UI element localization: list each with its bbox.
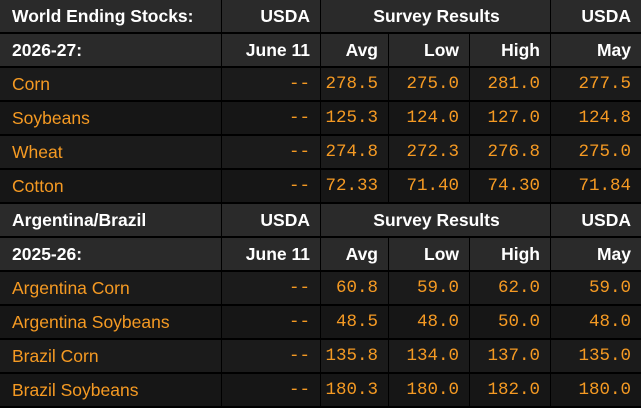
row-june-value: -- (222, 136, 321, 170)
row-avg-value: 180.3 (321, 374, 389, 408)
row-commodity-name: Soybeans (0, 102, 222, 136)
row-high-value: 276.8 (470, 136, 551, 170)
row-june-value: -- (222, 68, 321, 102)
row-june-value: -- (222, 340, 321, 374)
row-avg-value: 274.8 (321, 136, 389, 170)
usda-column-header: USDA (222, 0, 321, 34)
marketing-year-label: 2026-27: (0, 34, 222, 68)
row-low-value: 272.3 (389, 136, 470, 170)
row-commodity-name: Cotton (0, 170, 222, 204)
row-avg-value: 278.5 (321, 68, 389, 102)
high-column-header: High (470, 238, 551, 272)
avg-column-header: Avg (321, 34, 389, 68)
row-low-value: 134.0 (389, 340, 470, 374)
row-high-value: 137.0 (470, 340, 551, 374)
row-commodity-name: Wheat (0, 136, 222, 170)
june-column-header: June 11 (222, 238, 321, 272)
row-june-value: -- (222, 272, 321, 306)
row-commodity-name: Argentina Soybeans (0, 306, 222, 340)
row-low-value: 48.0 (389, 306, 470, 340)
low-column-header: Low (389, 238, 470, 272)
row-low-value: 275.0 (389, 68, 470, 102)
row-may-value: 124.8 (551, 102, 641, 136)
row-june-value: -- (222, 306, 321, 340)
row-may-value: 275.0 (551, 136, 641, 170)
row-high-value: 50.0 (470, 306, 551, 340)
row-avg-value: 48.5 (321, 306, 389, 340)
row-high-value: 62.0 (470, 272, 551, 306)
row-low-value: 124.0 (389, 102, 470, 136)
row-low-value: 71.40 (389, 170, 470, 204)
avg-column-header: Avg (321, 238, 389, 272)
row-commodity-name: Corn (0, 68, 222, 102)
section-title: World Ending Stocks: (0, 0, 222, 34)
row-low-value: 59.0 (389, 272, 470, 306)
row-may-value: 71.84 (551, 170, 641, 204)
row-high-value: 74.30 (470, 170, 551, 204)
row-may-value: 277.5 (551, 68, 641, 102)
row-low-value: 180.0 (389, 374, 470, 408)
marketing-year-label: 2025-26: (0, 238, 222, 272)
may-column-header: May (551, 238, 641, 272)
row-high-value: 182.0 (470, 374, 551, 408)
row-may-value: 48.0 (551, 306, 641, 340)
row-avg-value: 135.8 (321, 340, 389, 374)
low-column-header: Low (389, 34, 470, 68)
may-column-header: May (551, 34, 641, 68)
survey-results-header: Survey Results (321, 0, 551, 34)
row-may-value: 59.0 (551, 272, 641, 306)
june-column-header: June 11 (222, 34, 321, 68)
usda-prior-column-header: USDA (551, 204, 641, 238)
survey-results-header: Survey Results (321, 204, 551, 238)
section-title: Argentina/Brazil (0, 204, 222, 238)
row-may-value: 135.0 (551, 340, 641, 374)
row-commodity-name: Argentina Corn (0, 272, 222, 306)
row-avg-value: 72.33 (321, 170, 389, 204)
usda-prior-column-header: USDA (551, 0, 641, 34)
row-june-value: -- (222, 102, 321, 136)
high-column-header: High (470, 34, 551, 68)
usda-column-header: USDA (222, 204, 321, 238)
row-may-value: 180.0 (551, 374, 641, 408)
row-commodity-name: Brazil Corn (0, 340, 222, 374)
row-high-value: 127.0 (470, 102, 551, 136)
row-avg-value: 60.8 (321, 272, 389, 306)
row-june-value: -- (222, 374, 321, 408)
row-commodity-name: Brazil Soybeans (0, 374, 222, 408)
row-avg-value: 125.3 (321, 102, 389, 136)
row-high-value: 281.0 (470, 68, 551, 102)
row-june-value: -- (222, 170, 321, 204)
